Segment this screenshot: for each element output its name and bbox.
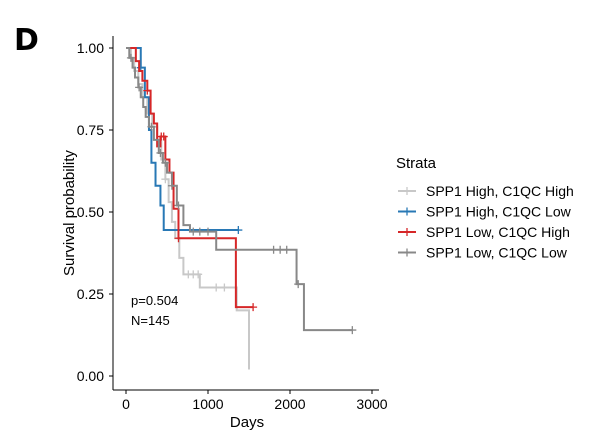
censor-mark bbox=[135, 83, 144, 92]
censor-mark bbox=[194, 270, 203, 279]
p-value-annotation: p=0.504 bbox=[131, 293, 178, 308]
censor-mark bbox=[126, 53, 135, 62]
censor-mark bbox=[234, 226, 243, 235]
censor-mark bbox=[161, 175, 170, 184]
series-3 bbox=[126, 47, 258, 312]
sample-size-annotation: N=145 bbox=[131, 313, 170, 328]
censor-mark bbox=[249, 303, 258, 312]
censor-mark bbox=[282, 245, 291, 254]
series-2 bbox=[126, 47, 243, 235]
censor-mark bbox=[294, 280, 303, 289]
survival-curve bbox=[126, 47, 254, 309]
plot-area bbox=[126, 47, 357, 370]
legend-item: SPP1 Low, C1QC High bbox=[398, 224, 570, 240]
x-axis: 0 1000 2000 3000 bbox=[113, 389, 388, 412]
legend-label: SPP1 High, C1QC Low bbox=[426, 204, 572, 220]
censor-mark bbox=[348, 326, 357, 335]
legend-label: SPP1 Low, C1QC Low bbox=[426, 245, 568, 261]
censor-mark bbox=[147, 122, 156, 131]
censor-mark bbox=[212, 283, 221, 292]
series-4 bbox=[126, 47, 357, 335]
x-tick-label: 1000 bbox=[192, 396, 223, 412]
y-axis-title: Survival probability bbox=[61, 150, 78, 276]
legend-item: SPP1 Low, C1QC Low bbox=[398, 245, 568, 261]
censor-mark bbox=[195, 227, 204, 236]
censor-mark bbox=[156, 148, 165, 157]
y-tick-label: 0.00 bbox=[77, 368, 104, 384]
x-tick-label: 2000 bbox=[274, 396, 305, 412]
x-axis-title: Days bbox=[230, 414, 264, 431]
legend-label: SPP1 Low, C1QC High bbox=[426, 224, 570, 240]
panel-label: D bbox=[14, 23, 39, 58]
x-tick-label: 0 bbox=[122, 396, 130, 412]
censor-mark bbox=[174, 201, 183, 210]
legend-title: Strata bbox=[396, 155, 437, 172]
censor-mark bbox=[167, 181, 176, 190]
y-tick-label: 0.50 bbox=[77, 204, 104, 220]
legend-label: SPP1 High, C1QC High bbox=[426, 183, 574, 199]
legend: Strata SPP1 High, C1QC High SPP1 High, C1… bbox=[396, 155, 574, 261]
y-tick-label: 1.00 bbox=[77, 40, 104, 56]
censor-mark bbox=[174, 234, 183, 243]
censor-mark bbox=[159, 132, 168, 141]
legend-item: SPP1 High, C1QC Low bbox=[398, 204, 572, 220]
censor-mark bbox=[161, 158, 170, 167]
censor-mark bbox=[143, 86, 152, 95]
x-tick-label: 3000 bbox=[356, 396, 387, 412]
legend-item: SPP1 High, C1QC High bbox=[398, 183, 574, 199]
y-tick-label: 0.25 bbox=[77, 286, 104, 302]
y-tick-label: 0.75 bbox=[77, 122, 104, 138]
censor-mark bbox=[204, 227, 212, 236]
y-axis: 0.00 0.25 0.50 0.75 1.00 bbox=[77, 36, 114, 390]
censor-mark bbox=[220, 283, 229, 292]
